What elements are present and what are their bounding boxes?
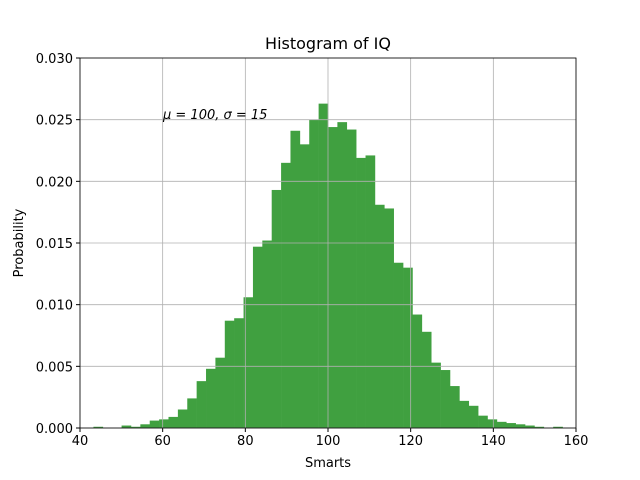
bar	[478, 415, 488, 428]
y-tick-label: 0.000	[36, 422, 73, 437]
bar	[224, 320, 235, 428]
bar	[412, 314, 423, 428]
bar	[449, 386, 460, 428]
x-tick-label: 40	[72, 434, 89, 449]
bar	[440, 370, 451, 428]
bar	[309, 119, 319, 429]
bar	[337, 122, 348, 428]
bar	[487, 419, 498, 428]
y-tick-label: 0.020	[36, 175, 73, 190]
bar	[290, 130, 301, 428]
bar	[140, 424, 151, 428]
bar	[421, 331, 432, 428]
bar	[496, 421, 507, 428]
x-tick-label: 120	[398, 434, 423, 449]
bar	[130, 426, 141, 428]
bar	[393, 262, 404, 428]
bar	[149, 420, 160, 428]
x-tick-label: 80	[237, 434, 254, 449]
bar	[187, 398, 197, 428]
bar	[206, 368, 216, 428]
bar	[506, 423, 516, 428]
annotation: μ = 100, σ = 15	[162, 108, 267, 123]
bar	[252, 246, 263, 428]
bar	[196, 381, 207, 428]
x-axis-label: Smarts	[305, 456, 351, 471]
bar	[356, 157, 366, 428]
bar	[553, 426, 563, 428]
plot-frame	[79, 57, 577, 429]
bar	[374, 204, 385, 428]
y-axis-label: Probability	[12, 208, 27, 277]
bar	[93, 426, 104, 428]
bar	[177, 409, 188, 428]
bar	[515, 424, 526, 428]
bar	[299, 144, 310, 429]
y-tick-label: 0.025	[36, 114, 73, 129]
bar	[365, 155, 376, 428]
bar	[534, 426, 545, 428]
bar	[459, 400, 470, 428]
x-tick-label: 140	[481, 434, 506, 449]
bar	[346, 129, 357, 429]
y-tick-label: 0.005	[36, 360, 73, 375]
y-tick-label: 0.015	[36, 237, 73, 252]
bar	[525, 425, 535, 428]
bar	[384, 208, 394, 428]
x-tick-label: 60	[154, 434, 171, 449]
bar	[468, 405, 479, 428]
bar	[271, 189, 282, 428]
x-tick-label: 160	[564, 434, 589, 449]
bar	[318, 103, 329, 428]
y-tick-label: 0.010	[36, 299, 73, 314]
bar	[234, 318, 244, 428]
bar	[328, 127, 338, 429]
bar	[431, 362, 441, 428]
bar	[159, 419, 169, 428]
bar	[403, 267, 413, 428]
bar	[262, 240, 273, 428]
bar	[215, 357, 226, 428]
x-tick-label: 100	[316, 434, 341, 449]
bar	[121, 425, 132, 428]
bar	[281, 162, 291, 429]
chart-title: Histogram of IQ	[265, 34, 391, 53]
bar	[243, 297, 254, 428]
y-tick-label: 0.030	[36, 52, 73, 67]
bar	[168, 416, 179, 428]
